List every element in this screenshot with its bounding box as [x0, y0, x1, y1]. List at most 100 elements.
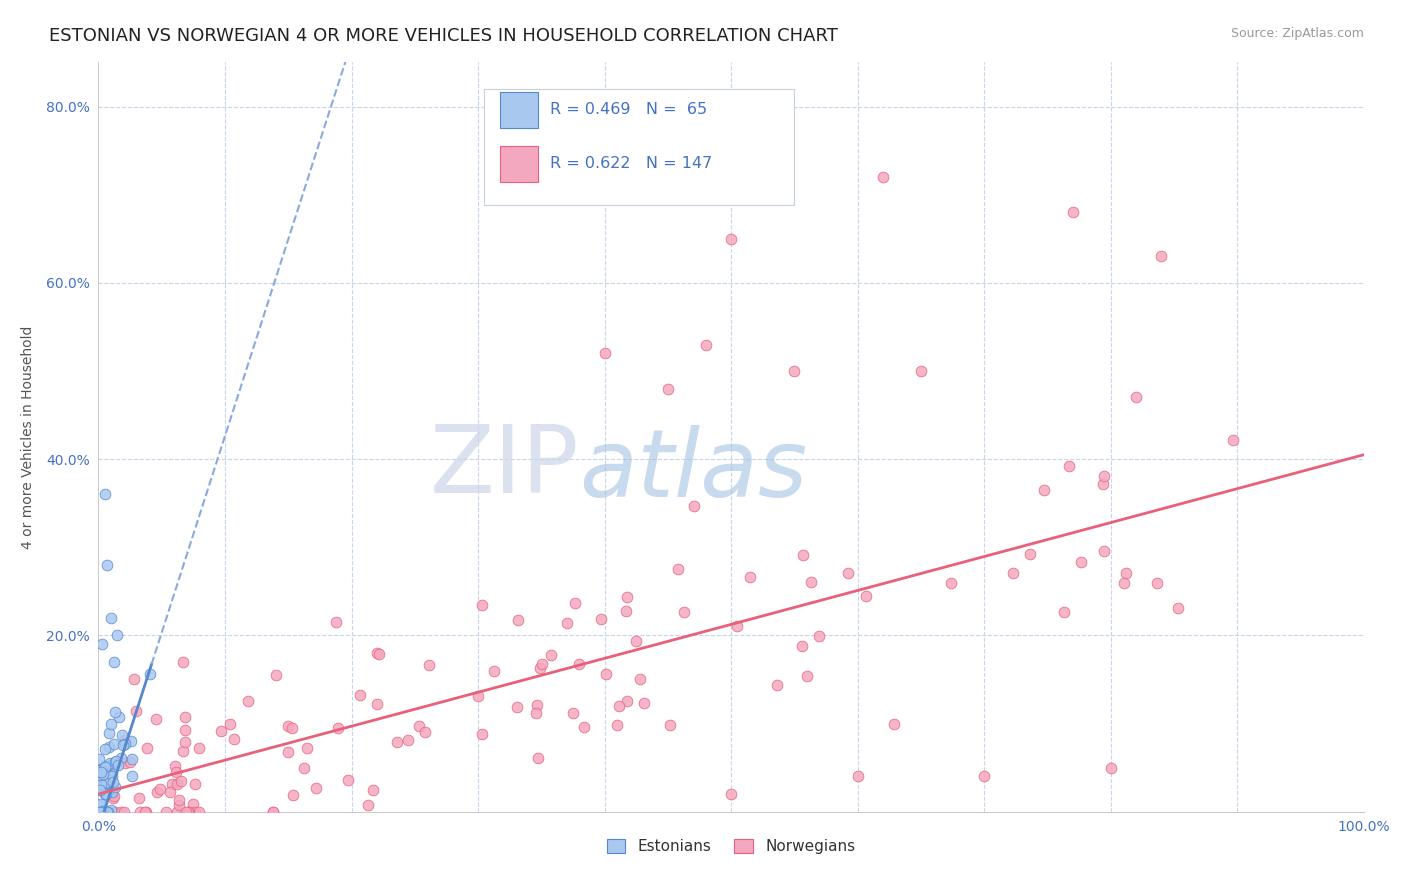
Estonians — [104, 780, 127, 794]
Norwegians — [872, 169, 894, 184]
Norwegians — [910, 364, 932, 378]
Norwegians — [181, 797, 204, 812]
Norwegians — [1167, 601, 1189, 615]
Norwegians — [184, 777, 207, 791]
Norwegians — [125, 704, 148, 718]
Norwegians — [561, 706, 583, 720]
Norwegians — [336, 772, 359, 787]
Estonians — [97, 768, 120, 782]
Norwegians — [408, 719, 430, 733]
Norwegians — [172, 743, 194, 757]
Norwegians — [368, 647, 391, 661]
Norwegians — [110, 805, 132, 819]
Estonians — [97, 805, 120, 819]
Norwegians — [209, 723, 232, 738]
Estonians — [96, 805, 118, 819]
Norwegians — [104, 805, 127, 819]
Norwegians — [112, 805, 135, 819]
Estonians — [98, 756, 121, 770]
Estonians — [108, 710, 131, 724]
Norwegians — [1115, 566, 1137, 580]
Norwegians — [725, 619, 748, 633]
Norwegians — [1092, 469, 1115, 483]
Norwegians — [174, 805, 197, 819]
Text: ESTONIAN VS NORWEGIAN 4 OR MORE VEHICLES IN HOUSEHOLD CORRELATION CHART: ESTONIAN VS NORWEGIAN 4 OR MORE VEHICLES… — [49, 27, 838, 45]
Estonians — [89, 764, 111, 779]
Norwegians — [328, 722, 350, 736]
Norwegians — [740, 570, 762, 584]
Norwegians — [527, 751, 550, 765]
Norwegians — [166, 777, 188, 791]
Norwegians — [633, 696, 655, 710]
Estonians — [91, 766, 114, 780]
Text: atlas: atlas — [579, 425, 807, 516]
Norwegians — [167, 797, 190, 812]
Norwegians — [94, 781, 117, 796]
Estonians — [120, 733, 142, 747]
Norwegians — [846, 769, 869, 783]
Estonians — [89, 805, 111, 819]
Estonians — [107, 758, 129, 772]
Norwegians — [555, 615, 578, 630]
Norwegians — [666, 562, 689, 576]
Estonians — [98, 777, 121, 791]
Estonians — [121, 751, 143, 765]
Norwegians — [184, 805, 207, 819]
Norwegians — [1222, 434, 1244, 448]
Estonians — [94, 805, 117, 819]
Norwegians — [172, 655, 194, 669]
Norwegians — [224, 731, 246, 746]
Norwegians — [145, 712, 167, 726]
Norwegians — [124, 672, 146, 686]
Norwegians — [1125, 391, 1147, 405]
Estonians — [101, 764, 124, 779]
Norwegians — [292, 761, 315, 775]
Estonians — [89, 763, 111, 777]
Norwegians — [90, 805, 112, 819]
Norwegians — [506, 613, 529, 627]
Legend: Estonians, Norwegians: Estonians, Norwegians — [600, 833, 862, 860]
Estonians — [103, 655, 125, 669]
Estonians — [87, 752, 110, 766]
Estonians — [96, 558, 118, 572]
Norwegians — [103, 791, 125, 805]
Estonians — [94, 758, 117, 772]
Norwegians — [148, 781, 170, 796]
Estonians — [93, 787, 115, 801]
Norwegians — [683, 500, 706, 514]
Estonians — [104, 755, 127, 769]
Norwegians — [1019, 547, 1042, 561]
Estonians — [89, 782, 111, 797]
Norwegians — [90, 804, 112, 818]
Norwegians — [526, 698, 548, 712]
Norwegians — [808, 629, 831, 643]
Estonians — [93, 775, 115, 789]
Norwegians — [280, 721, 302, 735]
Norwegians — [855, 590, 877, 604]
Norwegians — [93, 763, 115, 777]
Estonians — [87, 805, 110, 819]
Norwegians — [264, 668, 287, 682]
Norwegians — [418, 658, 440, 673]
Estonians — [100, 769, 122, 783]
Norwegians — [529, 661, 551, 675]
Norwegians — [166, 805, 188, 819]
Text: R = 0.622   N = 147: R = 0.622 N = 147 — [550, 156, 713, 171]
Norwegians — [135, 805, 157, 819]
Norwegians — [837, 566, 859, 580]
Norwegians — [262, 805, 284, 819]
Norwegians — [103, 789, 125, 804]
Norwegians — [128, 790, 150, 805]
Estonians — [121, 769, 143, 783]
Estonians — [100, 803, 122, 817]
Norwegians — [277, 745, 299, 759]
Norwegians — [540, 648, 562, 663]
Estonians — [91, 637, 114, 651]
Estonians — [98, 769, 121, 783]
Norwegians — [129, 805, 152, 819]
Norwegians — [589, 612, 612, 626]
Norwegians — [568, 657, 591, 671]
Estonians — [104, 754, 127, 768]
Norwegians — [136, 741, 159, 756]
Norwegians — [658, 718, 681, 732]
